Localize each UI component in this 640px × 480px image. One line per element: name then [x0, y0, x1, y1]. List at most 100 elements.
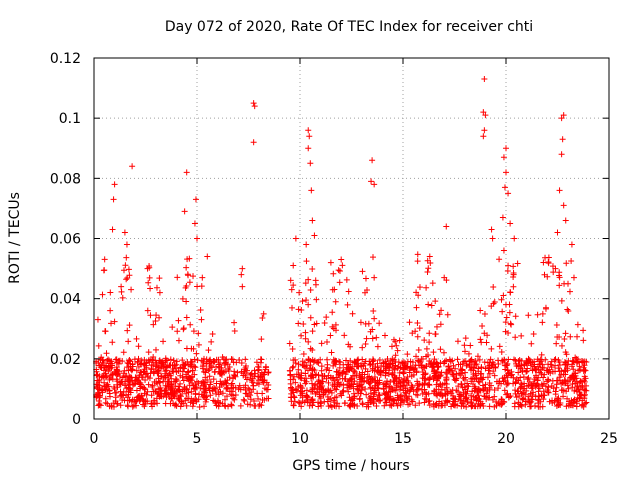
data-point	[126, 397, 133, 404]
data-point	[150, 388, 157, 395]
data-point	[124, 274, 131, 281]
data-point	[295, 399, 302, 406]
data-point	[205, 347, 212, 354]
data-point	[120, 349, 127, 356]
data-point	[255, 373, 262, 380]
data-point	[307, 160, 314, 167]
data-point	[416, 284, 423, 291]
data-point	[550, 269, 557, 276]
data-point	[152, 318, 159, 324]
data-point	[561, 335, 568, 342]
data-point	[577, 391, 584, 398]
data-point	[301, 359, 308, 366]
data-point	[290, 393, 297, 400]
data-point	[495, 385, 502, 392]
data-point	[528, 340, 535, 347]
data-point	[153, 360, 160, 367]
data-point	[355, 385, 362, 392]
data-point	[160, 393, 167, 400]
data-point	[168, 375, 175, 382]
data-point	[456, 391, 463, 398]
data-point	[289, 304, 296, 311]
data-point	[568, 241, 575, 248]
data-point	[506, 393, 513, 400]
data-point	[327, 387, 334, 394]
data-point	[436, 311, 443, 318]
data-point	[486, 403, 493, 410]
x-axis-label: GPS time / hours	[292, 458, 409, 474]
data-point	[215, 356, 222, 363]
data-point	[315, 399, 322, 406]
data-point	[329, 381, 336, 388]
data-point	[231, 396, 238, 403]
data-point	[299, 388, 306, 395]
data-point	[303, 378, 310, 385]
data-point	[406, 319, 413, 326]
data-point	[295, 373, 302, 380]
data-point	[109, 376, 116, 383]
data-point	[213, 402, 220, 409]
data-point	[381, 332, 388, 339]
data-point	[532, 367, 539, 374]
data-point	[426, 330, 433, 337]
data-point	[290, 262, 297, 269]
data-point	[141, 385, 148, 392]
data-point	[573, 375, 580, 382]
data-point	[394, 394, 401, 401]
data-point	[212, 398, 219, 405]
data-point	[423, 396, 430, 403]
data-point	[563, 260, 570, 267]
data-point	[430, 349, 437, 356]
data-point	[336, 369, 343, 376]
data-point	[558, 380, 565, 387]
data-point	[298, 306, 305, 313]
data-point	[364, 368, 371, 375]
data-point	[574, 394, 581, 401]
data-point	[185, 368, 192, 375]
data-point	[300, 321, 307, 328]
data-point	[168, 391, 175, 398]
data-point	[567, 402, 574, 409]
data-point	[141, 390, 148, 397]
data-point	[507, 320, 514, 327]
data-point	[429, 280, 436, 287]
data-point	[358, 363, 365, 370]
data-point	[292, 235, 299, 242]
data-point	[448, 390, 455, 397]
y-tick-label: 0.02	[50, 352, 81, 368]
data-point	[571, 387, 578, 394]
data-point	[297, 374, 304, 381]
data-point	[199, 274, 206, 281]
data-point	[109, 339, 116, 346]
data-point	[191, 371, 198, 378]
data-point	[293, 387, 300, 394]
data-point	[351, 358, 358, 365]
data-point	[473, 375, 480, 382]
data-point	[173, 388, 180, 395]
data-point	[239, 283, 246, 290]
data-point	[552, 391, 559, 398]
data-point	[467, 342, 474, 349]
data-point	[308, 187, 315, 194]
data-point	[344, 301, 351, 308]
data-point	[123, 254, 130, 261]
data-point	[135, 355, 142, 362]
data-point	[414, 319, 421, 326]
data-point	[475, 395, 482, 402]
data-point	[363, 335, 370, 342]
data-point	[453, 375, 460, 382]
data-point	[376, 391, 383, 398]
data-point	[580, 337, 587, 344]
data-point	[472, 403, 479, 410]
data-point	[221, 402, 228, 409]
data-point	[207, 381, 214, 388]
data-point	[424, 257, 431, 264]
data-point	[485, 394, 492, 401]
data-point	[230, 395, 237, 402]
data-point	[474, 353, 481, 360]
data-point	[222, 360, 229, 367]
data-point	[538, 358, 545, 365]
data-point	[386, 402, 393, 409]
data-point	[464, 380, 471, 387]
data-point	[195, 396, 202, 403]
